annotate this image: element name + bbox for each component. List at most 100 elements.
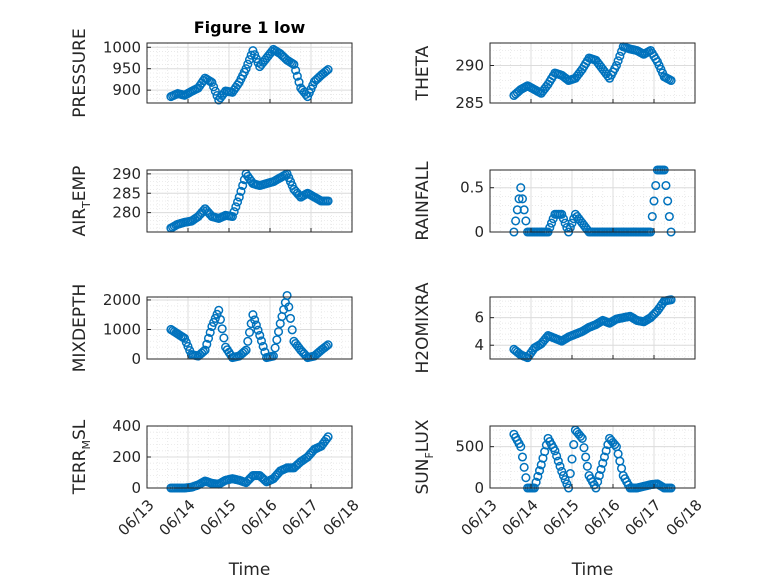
axes-box xyxy=(489,169,696,233)
data-point xyxy=(227,211,237,222)
y-axis-label: PRESSURE xyxy=(70,28,90,117)
data-point xyxy=(238,180,248,191)
data-point xyxy=(210,86,220,96)
data-point xyxy=(666,295,676,305)
y-axis-label: TERRMSL xyxy=(70,419,93,495)
y-tick-label: 6 xyxy=(474,309,484,327)
data-point xyxy=(519,205,529,215)
data-point xyxy=(550,446,560,456)
x-tick-label: 06/15 xyxy=(196,496,239,539)
data-point xyxy=(207,77,217,87)
data-point xyxy=(250,315,260,325)
data-point xyxy=(517,452,528,462)
data-point xyxy=(202,339,212,349)
panel-pressure: 900 950 1000 PRESSURE Figure 1 low xyxy=(70,18,353,118)
data-point xyxy=(560,218,570,228)
data-point xyxy=(210,313,220,323)
data-point xyxy=(205,327,215,337)
data-point xyxy=(611,60,621,71)
data-point xyxy=(601,446,611,456)
x-tick-label: 06/13 xyxy=(114,496,157,539)
data-point xyxy=(610,440,620,450)
data-point xyxy=(200,345,210,355)
data-point xyxy=(613,56,623,66)
data-point xyxy=(562,223,572,233)
data-point xyxy=(582,461,592,471)
series-markers xyxy=(509,295,676,363)
data-point xyxy=(514,194,524,204)
data-point xyxy=(232,197,243,207)
y-tick-label: 285 xyxy=(455,94,484,112)
series-markers xyxy=(166,290,333,363)
y-tick-label: 2000 xyxy=(103,291,141,309)
data-point xyxy=(198,347,208,357)
x-tick-label: 06/18 xyxy=(319,496,362,539)
data-point xyxy=(616,463,627,473)
axes-box xyxy=(146,296,353,360)
data-point xyxy=(531,477,541,487)
data-point xyxy=(258,341,268,352)
data-point xyxy=(243,59,253,69)
data-point xyxy=(287,325,297,335)
data-point xyxy=(273,327,284,337)
data-point xyxy=(321,66,331,76)
data-point xyxy=(239,347,249,357)
data-point xyxy=(533,471,543,481)
data-point xyxy=(545,223,555,233)
data-point xyxy=(555,461,565,471)
data-point xyxy=(236,186,246,196)
data-point xyxy=(180,333,190,343)
data-point xyxy=(282,290,292,301)
data-point xyxy=(512,205,522,215)
data-point xyxy=(323,196,333,206)
x-tick-label: 06/15 xyxy=(539,496,582,539)
data-point xyxy=(569,440,579,450)
data-point xyxy=(560,475,570,485)
data-point xyxy=(649,196,659,206)
x-tick-label: 06/17 xyxy=(278,496,321,539)
data-point xyxy=(615,51,625,61)
y-axis-label: MIXDEPTH xyxy=(70,284,90,373)
y-axis-label: SUNFLUX xyxy=(413,419,436,494)
data-point xyxy=(661,180,671,191)
data-point xyxy=(321,341,331,351)
data-point xyxy=(209,82,219,92)
data-point xyxy=(183,341,193,352)
x-tick-label: 06/13 xyxy=(457,496,500,539)
x-tick-label: 06/17 xyxy=(621,496,664,539)
data-point xyxy=(577,433,587,443)
axes-box xyxy=(489,42,696,104)
data-point xyxy=(567,454,577,464)
data-point xyxy=(517,194,528,204)
data-point xyxy=(248,310,258,320)
data-point xyxy=(270,343,280,353)
panel-rainfall: 0 0.5 RAINFALL xyxy=(413,161,696,241)
data-point xyxy=(292,71,302,81)
data-point xyxy=(291,65,301,75)
y-tick-label: 290 xyxy=(455,57,484,75)
data-point xyxy=(516,183,526,193)
y-axis-label: RAINFALL xyxy=(413,161,433,241)
series-markers xyxy=(166,169,333,233)
data-point xyxy=(215,314,226,325)
data-point xyxy=(323,65,333,75)
y-axis-label: AIRTEMP xyxy=(70,166,93,237)
data-point xyxy=(663,196,673,206)
data-point xyxy=(565,468,575,479)
data-point xyxy=(253,325,263,335)
data-point xyxy=(521,473,531,483)
y-tick-label: 0 xyxy=(474,479,484,497)
y-tick-label: 0 xyxy=(474,223,484,241)
y-tick-label: 290 xyxy=(112,165,141,183)
panel-h2omixra: 4 6 H2OMIXRA xyxy=(413,282,696,374)
data-point xyxy=(521,216,531,226)
y-tick-label: 400 xyxy=(112,417,141,435)
axes-box xyxy=(489,296,696,360)
data-point xyxy=(244,327,255,337)
data-point xyxy=(666,75,676,86)
panel-mixdepth: 0 1000 2000 MIXDEPTH xyxy=(70,284,353,373)
data-point xyxy=(241,345,251,355)
